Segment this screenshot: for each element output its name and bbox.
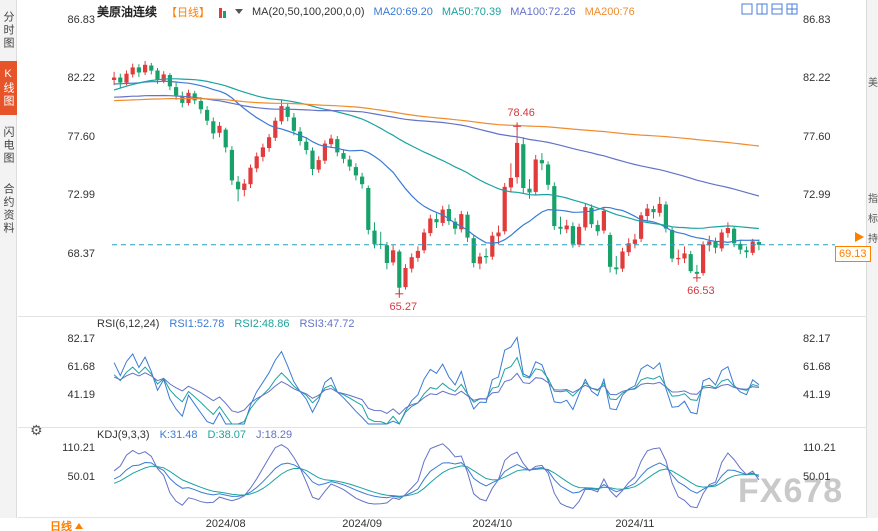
sidebar-tab-time-chart[interactable]: 分时图 [2,11,14,50]
left-sidebar: 分时图 K线图 闪电图 合约资料 [0,0,17,531]
kdj-label: KDJ(9,3,3) [97,429,150,441]
sidebar-tab-contract-info[interactable]: 合约资料 [2,183,14,235]
symbol-name: 美原油连续 [97,5,158,19]
chart-header: 美原油连续 【日线】 MA(20,50,100,200,0,0) MA20:69… [97,3,635,20]
y-axis-label: 68.37 [67,247,95,260]
y-axis-label: 110.21 [62,441,95,454]
kdj-lines-layer [113,443,760,509]
time-axis-bar: 日线 2024/08 2024/09 2024/10 2024/11 [0,518,878,531]
period-selector[interactable]: 日线 [50,518,83,531]
rsi-indicator-header: RSI(6,12,24) RSI1:52.78 RSI2:48.86 RSI3:… [97,318,355,330]
layout-two-columns-icon[interactable] [756,3,768,15]
y-axis-label: 86.83 [803,13,831,26]
kdj-d-value: D:38.07 [207,429,247,441]
jump-to-latest-arrow-icon[interactable] [855,231,864,242]
sidebar-tab-lightning-chart[interactable]: 闪电图 [2,126,14,165]
y-axis-label: 50.01 [67,470,95,483]
y-axis-label: 82.22 [803,72,831,85]
right-sidebar: 美 指 标 持 [866,0,878,531]
period-label: 【日线】 [166,6,211,19]
rsi3-value: RSI3:47.72 [299,318,355,330]
y-axis-label: 110.21 [803,441,836,454]
x-axis-date: 2024/08 [205,518,246,530]
kline-style-icon[interactable] [219,6,227,18]
kdj-j-value: J:18.29 [256,429,293,441]
rsi1-value: RSI1:52.78 [169,318,225,330]
x-axis-date: 2024/09 [342,518,382,530]
right-tab-4[interactable]: 持 [868,234,878,245]
y-axis-label: 50.01 [803,470,831,483]
y-axis-label: 41.19 [67,389,95,402]
layout-grid-icon[interactable] [786,3,798,15]
right-tab-1[interactable]: 美 [868,78,878,89]
dropdown-caret-icon[interactable] [235,9,244,14]
y-axis-label: 41.19 [803,389,831,402]
y-axis-label: 61.68 [67,361,95,374]
kdj-k-value: K:31.48 [159,429,198,441]
candles-layer [112,61,761,294]
y-axis-label: 61.68 [803,361,831,374]
right-tab-2[interactable]: 指 [868,194,878,205]
price-annotation: 78.46 [507,107,535,120]
layout-switcher [741,3,798,15]
sidebar-tab-kline-chart[interactable]: K线图 [0,61,17,115]
ma100-value: MA100:72.26 [510,5,576,18]
y-axis-label: 77.60 [803,130,831,143]
layout-single-icon[interactable] [741,3,753,15]
ma200-value: MA200:76 [584,5,635,18]
y-axis-label: 72.99 [803,189,831,202]
period-selector-label: 日线 [50,521,72,531]
x-axis-date: 2024/10 [472,518,513,530]
panel-separators [18,316,866,518]
ma-lines-layer [113,78,760,244]
price-annotation: 66.53 [687,284,715,297]
y-axis-label: 72.99 [67,189,95,202]
rsi-lines-layer [113,336,760,425]
ma-settings-label: MA(20,50,100,200,0,0) [252,5,365,18]
annotation-markers [395,122,701,298]
y-axis-label: 77.60 [67,130,95,143]
rsi2-value: RSI2:48.86 [234,318,290,330]
y-axis-label: 82.17 [67,333,95,346]
y-axis-label: 82.17 [803,333,831,346]
price-annotation: 65.27 [389,300,418,313]
x-axis-date: 2024/11 [615,518,655,530]
indicator-settings-icon[interactable]: ⚙ [30,422,43,438]
right-tab-3[interactable]: 标 [868,214,878,225]
rsi-label: RSI(6,12,24) [97,318,160,330]
watermark-logo: FX678 [738,472,844,510]
caret-up-icon [75,523,83,529]
layout-two-rows-icon[interactable] [771,3,783,15]
y-axis-label: 86.83 [67,13,95,26]
ma50-value: MA50:70.39 [441,5,502,18]
last-price-tag: 69.13 [835,245,871,262]
kdj-indicator-header: KDJ(9,3,3) K:31.48 D:38.07 J:18.29 [97,429,292,441]
ma20-value: MA20:69.20 [373,5,433,18]
y-axis-label: 82.22 [67,72,95,85]
